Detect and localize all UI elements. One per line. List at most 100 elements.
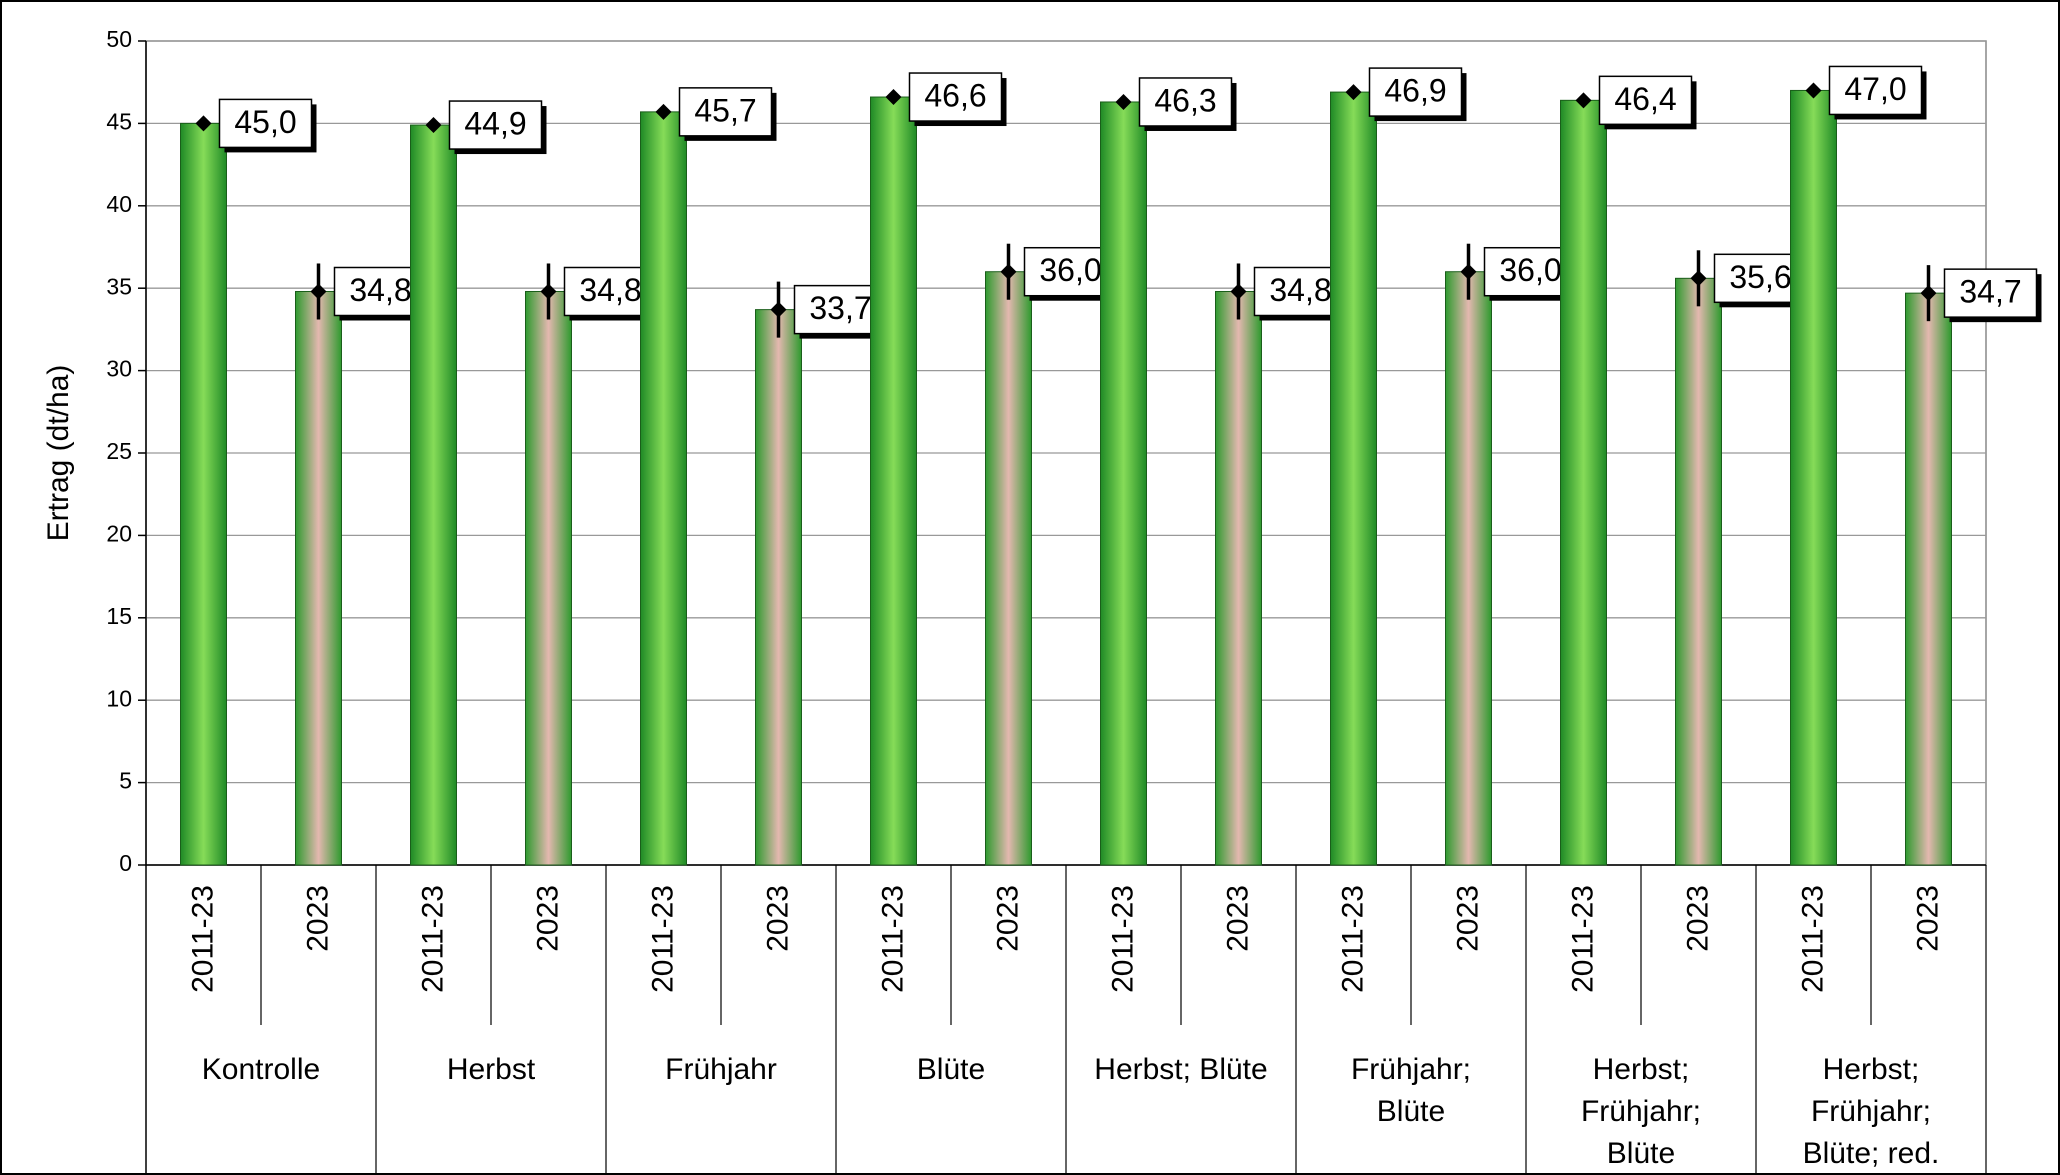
value-marker bbox=[1345, 84, 1362, 101]
group-label: Frühjahr; bbox=[1351, 1053, 1471, 1086]
bar bbox=[985, 271, 1032, 866]
y-tick-label: 5 bbox=[119, 768, 132, 794]
group-label: Blüte bbox=[917, 1053, 985, 1086]
label-box bbox=[1138, 77, 1233, 127]
x-tick-label: 2011-23 bbox=[416, 885, 449, 993]
data-label: 35,6 bbox=[1729, 259, 1791, 295]
x-tick-label: 2011-23 bbox=[1106, 885, 1139, 993]
value-marker bbox=[425, 117, 442, 134]
bar bbox=[1675, 277, 1722, 866]
data-label: 47,0 bbox=[1844, 71, 1906, 107]
data-label: 36,0 bbox=[1039, 252, 1101, 288]
value-marker bbox=[310, 283, 327, 300]
data-label: 34,8 bbox=[579, 272, 641, 308]
value-marker bbox=[1230, 283, 1247, 300]
value-marker bbox=[1460, 263, 1477, 280]
x-tick-label: 2011-23 bbox=[876, 885, 909, 993]
x-tick-label: 2011-23 bbox=[646, 885, 679, 993]
value-marker bbox=[1805, 82, 1822, 99]
data-label: 36,0 bbox=[1499, 252, 1561, 288]
bar bbox=[180, 122, 227, 866]
y-tick-label: 25 bbox=[106, 438, 132, 464]
bar bbox=[1790, 89, 1837, 866]
bar bbox=[640, 111, 687, 866]
group-label: Blüte bbox=[1607, 1137, 1675, 1170]
x-tick-label: 2011-23 bbox=[186, 885, 219, 993]
data-label: 33,7 bbox=[809, 290, 871, 326]
data-label: 46,9 bbox=[1384, 73, 1446, 109]
label-box bbox=[908, 72, 1003, 122]
bar bbox=[410, 124, 457, 866]
bar bbox=[1330, 91, 1377, 866]
group-label: Frühjahr; bbox=[1811, 1095, 1931, 1128]
x-tick-label: 2023 bbox=[1681, 885, 1714, 952]
bar bbox=[295, 290, 342, 866]
y-tick-label: 45 bbox=[106, 108, 132, 134]
group-label: Frühjahr bbox=[665, 1053, 777, 1086]
label-box bbox=[448, 100, 543, 150]
bar bbox=[1905, 292, 1952, 866]
value-marker bbox=[1115, 93, 1132, 110]
label-box bbox=[1943, 268, 2038, 318]
data-label: 44,9 bbox=[464, 106, 526, 142]
group-label: Herbst; bbox=[1593, 1053, 1690, 1086]
y-tick-label: 10 bbox=[106, 685, 132, 711]
value-marker bbox=[1690, 270, 1707, 287]
y-tick-label: 40 bbox=[106, 191, 132, 217]
y-tick-label: 20 bbox=[106, 520, 132, 546]
value-marker bbox=[1575, 92, 1592, 109]
bar bbox=[1445, 271, 1492, 866]
value-marker bbox=[770, 301, 787, 318]
bar bbox=[1560, 99, 1607, 866]
value-marker bbox=[655, 103, 672, 120]
bar bbox=[1215, 290, 1262, 866]
data-label: 45,0 bbox=[234, 104, 296, 140]
value-marker bbox=[885, 89, 902, 106]
x-tick-label: 2023 bbox=[991, 885, 1024, 952]
x-tick-label: 2023 bbox=[1221, 885, 1254, 952]
data-label: 45,7 bbox=[694, 92, 756, 128]
y-tick-label: 0 bbox=[119, 850, 132, 876]
data-label: 34,7 bbox=[1959, 274, 2021, 310]
bar bbox=[755, 309, 802, 866]
label-box bbox=[678, 87, 773, 137]
group-label: Herbst bbox=[447, 1053, 536, 1086]
x-tick-label: 2011-23 bbox=[1566, 885, 1599, 993]
label-box bbox=[1598, 75, 1693, 126]
x-tick-label: 2011-23 bbox=[1796, 885, 1829, 993]
data-label: 34,8 bbox=[1269, 272, 1331, 308]
value-marker bbox=[1000, 263, 1017, 280]
value-marker bbox=[195, 115, 212, 132]
bar bbox=[525, 290, 572, 866]
x-tick-label: 2023 bbox=[301, 885, 334, 952]
y-tick-label: 35 bbox=[106, 273, 132, 299]
x-tick-label: 2023 bbox=[761, 885, 794, 952]
value-marker bbox=[540, 283, 557, 300]
label-box bbox=[1368, 67, 1463, 117]
y-tick-label: 15 bbox=[106, 603, 132, 629]
x-tick-label: 2023 bbox=[1911, 885, 1944, 952]
value-marker bbox=[1920, 285, 1937, 302]
data-label: 46,3 bbox=[1154, 82, 1216, 118]
label-box bbox=[1828, 65, 1923, 116]
data-label: 34,8 bbox=[349, 272, 411, 308]
group-label: Frühjahr; bbox=[1581, 1095, 1701, 1128]
x-tick-label: 2023 bbox=[531, 885, 564, 952]
label-box bbox=[218, 98, 313, 149]
group-label: Herbst; Blüte bbox=[1094, 1053, 1267, 1086]
x-tick-label: 2011-23 bbox=[1336, 885, 1369, 993]
group-label: Blüte; red. bbox=[1803, 1137, 1940, 1170]
y-tick-label: 50 bbox=[106, 26, 132, 52]
bar bbox=[870, 96, 917, 866]
data-label: 46,4 bbox=[1614, 81, 1676, 117]
y-tick-label: 30 bbox=[106, 356, 132, 382]
y-axis-title: Ertrag (dt/ha) bbox=[42, 365, 75, 542]
data-label: 46,6 bbox=[924, 77, 986, 113]
group-label: Herbst; bbox=[1823, 1053, 1920, 1086]
group-label: Blüte bbox=[1377, 1095, 1445, 1128]
x-tick-label: 2023 bbox=[1451, 885, 1484, 952]
group-label: Kontrolle bbox=[202, 1053, 320, 1086]
bar bbox=[1100, 101, 1147, 866]
